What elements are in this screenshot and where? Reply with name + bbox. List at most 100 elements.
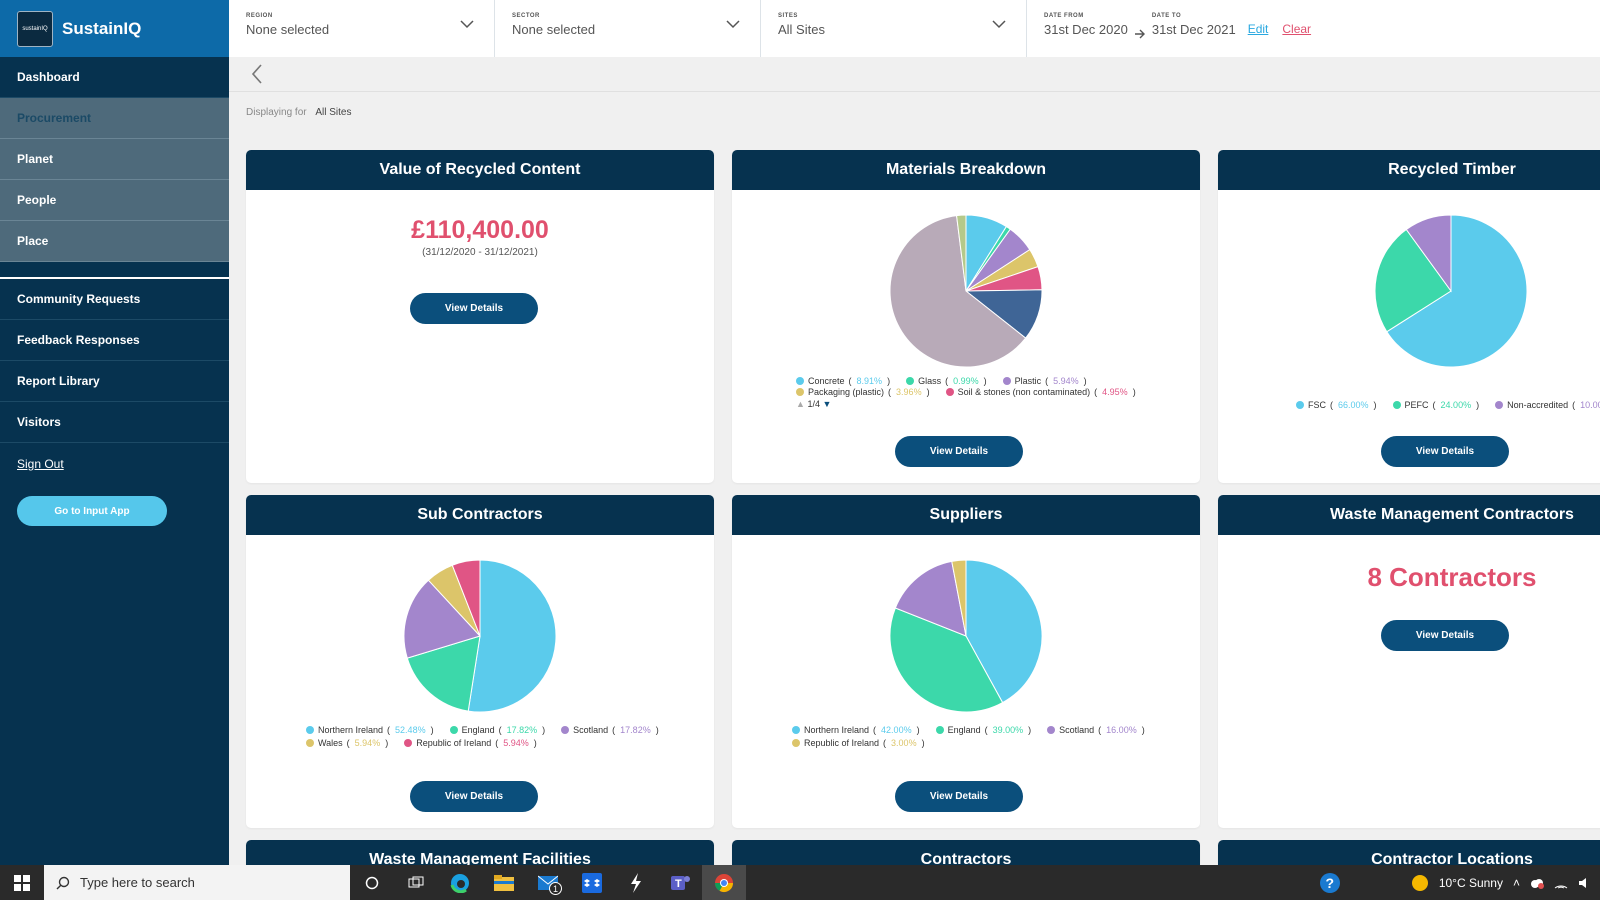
legend-item[interactable]: Northern Ireland (52.48%): [306, 725, 434, 735]
weather-text[interactable]: 10°C Sunny: [1438, 875, 1503, 890]
date-to[interactable]: DATE TO 31st Dec 2021: [1152, 13, 1236, 37]
legend-dot: [796, 376, 804, 385]
sector-filter[interactable]: SECTOR None selected: [495, 0, 761, 57]
sign-out-link[interactable]: Sign Out: [17, 456, 64, 471]
legend-dot: [945, 388, 954, 396]
pie-slice-non-accredited[interactable]: [1405, 214, 1452, 293]
legend-item[interactable]: Republic of Ireland (5.94%): [404, 738, 537, 748]
app-bolt-icon[interactable]: [614, 865, 658, 900]
legend-pct: 5.94%: [1053, 375, 1079, 386]
pie-slice-scotland[interactable]: [894, 560, 967, 637]
pie-slice-northern-ireland[interactable]: [965, 559, 1043, 704]
legend-item[interactable]: Republic of Ireland (3.00%): [792, 738, 925, 748]
card-title: Suppliers: [732, 495, 1200, 535]
sidebar-item-procurement[interactable]: Procurement: [0, 98, 229, 139]
view-details-button[interactable]: View Details: [1381, 436, 1509, 467]
pie-slice-scotland[interactable]: [403, 579, 481, 659]
view-details-button[interactable]: View Details: [410, 781, 538, 812]
chevron-left-icon[interactable]: [251, 63, 263, 85]
region-filter-label: REGION: [246, 13, 273, 19]
view-details-button[interactable]: View Details: [1381, 620, 1509, 651]
sidebar-item-feedback-responses[interactable]: Feedback Responses: [0, 320, 229, 361]
view-details-button[interactable]: View Details: [895, 781, 1023, 812]
edit-date-link[interactable]: Edit: [1247, 22, 1269, 36]
clear-date-link[interactable]: Clear: [1282, 22, 1312, 36]
legend-item[interactable]: England (17.82%): [449, 724, 545, 735]
brand[interactable]: sustainIQ SustainIQ: [0, 0, 229, 57]
legend-item[interactable]: FSC (66.00%): [1296, 400, 1377, 410]
task-view-icon[interactable]: [394, 865, 438, 900]
teams-icon[interactable]: T: [658, 865, 702, 900]
dropbox-icon[interactable]: [570, 865, 614, 900]
legend-item[interactable]: Non-accredited (10.00%): [1495, 400, 1600, 410]
pie-slice-segment-7[interactable]: [889, 215, 1027, 368]
legend-item[interactable]: England (39.00%): [935, 725, 1031, 735]
region-filter-value: None selected: [246, 22, 330, 37]
arrow-right-icon: [1134, 29, 1145, 39]
pager-up-icon[interactable]: ▲: [796, 399, 805, 409]
legend-item[interactable]: Wales (5.94%): [306, 738, 388, 748]
view-details-button[interactable]: View Details: [410, 293, 538, 324]
pie-slice-republic-of-ireland[interactable]: [451, 559, 481, 637]
pie-slice-england[interactable]: [406, 635, 481, 712]
pie-slice-northern-ireland[interactable]: [467, 559, 557, 713]
region-filter[interactable]: REGION None selected: [229, 0, 495, 57]
sites-filter[interactable]: SITES All Sites: [761, 0, 1027, 57]
legend-dot: [1392, 400, 1401, 409]
pie-slice-segment-8[interactable]: [956, 214, 967, 292]
legend-pct: 42.00%: [881, 724, 912, 735]
legend-item[interactable]: PEFC (24.00%): [1392, 400, 1479, 410]
legend-pct: 3.96%: [896, 387, 922, 397]
edge-icon[interactable]: [438, 865, 482, 900]
sites-filter-value: All Sites: [778, 22, 825, 37]
legend-item[interactable]: Northern Ireland (42.00%): [792, 725, 920, 735]
legend-item[interactable]: Plastic (5.94%): [1002, 375, 1087, 386]
help-icon[interactable]: ?: [1319, 872, 1341, 894]
legend-dot: [1047, 725, 1056, 734]
mail-icon[interactable]: 1: [526, 865, 570, 900]
network-icon[interactable]: [1554, 877, 1568, 889]
chevron-up-icon[interactable]: ˄: [1512, 875, 1520, 890]
legend-dot: [906, 376, 915, 385]
chrome-icon[interactable]: [702, 865, 746, 900]
taskbar-search[interactable]: Type here to search: [44, 865, 350, 900]
pie-slice-fsc[interactable]: [1386, 214, 1528, 368]
pie-slice-republic-of-ireland[interactable]: [951, 559, 967, 637]
sidebar-item-community-requests[interactable]: Community Requests: [0, 279, 229, 320]
displaying-for-value: All Sites: [315, 107, 352, 118]
legend-label: Non-accredited: [1507, 399, 1569, 410]
cortana-icon[interactable]: [350, 865, 394, 900]
go-to-input-app-button[interactable]: Go to Input App: [17, 496, 167, 526]
legend-item[interactable]: Scotland (16.00%): [1047, 725, 1145, 735]
pie-slice-pefc[interactable]: [1374, 228, 1452, 333]
sidebar-item-people[interactable]: People: [0, 180, 229, 221]
volume-icon[interactable]: [1578, 877, 1592, 889]
legend-pct: 17.82%: [506, 724, 538, 735]
pie-slice-england[interactable]: [889, 607, 1004, 713]
recycled-content-card: Value of Recycled Content £110,400.00 (3…: [246, 150, 714, 483]
sidebar-item-report-library[interactable]: Report Library: [0, 361, 229, 402]
legend-label: Republic of Ireland: [416, 737, 492, 748]
sidebar-item-dashboard[interactable]: Dashboard: [0, 57, 229, 98]
legend-dot: [796, 388, 804, 396]
pager-down-icon[interactable]: ▼: [822, 399, 832, 409]
legend-label: Republic of Ireland: [804, 737, 880, 748]
legend-item[interactable]: Concrete (8.91%): [796, 376, 890, 386]
legend-pct: 3.00%: [891, 737, 917, 748]
date-from[interactable]: DATE FROM 31st Dec 2020: [1044, 13, 1128, 37]
cloud-icon[interactable]: [1530, 877, 1544, 889]
legend-item[interactable]: Scotland (17.82%): [561, 725, 659, 735]
legend-item[interactable]: Packaging (plastic) (3.96%): [796, 387, 930, 397]
file-explorer-icon[interactable]: [482, 865, 526, 900]
view-details-button[interactable]: View Details: [895, 436, 1023, 467]
sidebar-item-visitors[interactable]: Visitors: [0, 402, 229, 443]
legend-item[interactable]: Soil & stones (non contaminated) (4.95%): [945, 387, 1136, 397]
legend-item[interactable]: Glass (0.99%): [906, 376, 987, 386]
sidebar-item-place[interactable]: Place: [0, 221, 229, 262]
sector-filter-value: None selected: [512, 22, 596, 37]
sidebar-item-planet[interactable]: Planet: [0, 139, 229, 180]
sidebar-divider: [0, 262, 229, 279]
legend-label: FSC: [1308, 399, 1326, 410]
legend-dot: [792, 738, 800, 747]
start-button[interactable]: [0, 865, 44, 900]
